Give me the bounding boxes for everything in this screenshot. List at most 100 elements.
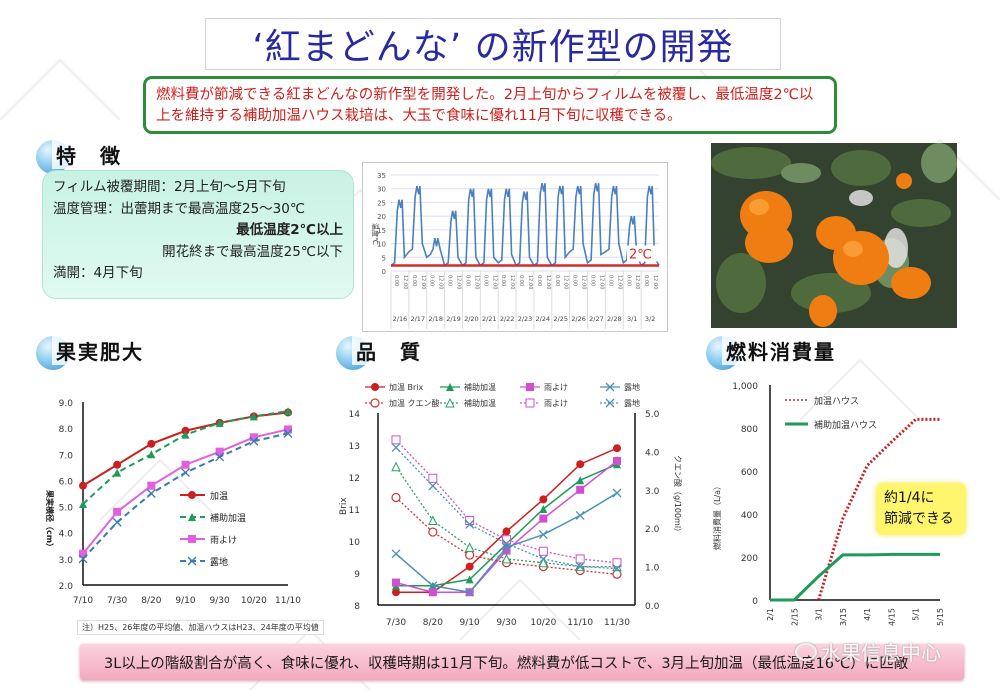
svg-text:12:00: 12:00 (616, 275, 622, 289)
svg-text:2/26: 2/26 (571, 315, 586, 323)
svg-text:2/20: 2/20 (464, 315, 479, 323)
svg-text:5/15: 5/15 (936, 608, 945, 626)
svg-text:4/15: 4/15 (887, 608, 896, 626)
svg-text:加温 クエン酸: 加温 クエン酸 (389, 398, 440, 408)
svg-text:5.0: 5.0 (645, 410, 660, 420)
svg-text:7/30: 7/30 (386, 618, 406, 628)
svg-text:2/19: 2/19 (446, 315, 461, 323)
feature-temp-management: 温度管理：出蕾期まで最高温度25～30℃ (53, 200, 306, 217)
fruit-growth-title: 果実肥大 (52, 336, 148, 365)
svg-text:0.0: 0.0 (645, 602, 660, 612)
svg-text:0:00: 0:00 (518, 275, 524, 286)
svg-text:10/20: 10/20 (241, 596, 267, 606)
features-heading: 特 徴 (36, 140, 126, 174)
fruit-growth-chart: 2.0 3.0 4.0 5.0 6.0 7.0 8.0 9.0 7/10 7/30 8/20 9/10… (45, 399, 301, 606)
svg-text:12:00: 12:00 (634, 275, 640, 289)
svg-text:0:00: 0:00 (572, 275, 578, 286)
svg-text:12:00: 12:00 (652, 275, 658, 289)
source-watermark: 水果信息中心 (795, 637, 941, 666)
svg-text:400: 400 (741, 511, 758, 521)
watermark-text: 水果信息中心 (821, 641, 941, 665)
svg-text:0:00: 0:00 (607, 275, 613, 286)
svg-text:2/18: 2/18 (428, 315, 443, 323)
svg-text:3/2: 3/2 (645, 315, 655, 323)
svg-text:補助加温: 補助加温 (210, 512, 246, 524)
svg-text:15: 15 (377, 227, 386, 235)
svg-text:露地: 露地 (624, 382, 640, 392)
svg-text:5.0: 5.0 (59, 504, 74, 514)
svg-text:2/24: 2/24 (536, 315, 551, 323)
svg-text:3.0: 3.0 (59, 556, 74, 566)
features-box: フィルム被覆期間：2月上旬～5月下旬 温度管理：出蕾期まで最高温度25～30℃ … (42, 170, 354, 299)
svg-text:8.0: 8.0 (59, 425, 74, 435)
svg-text:2.0: 2.0 (645, 525, 660, 535)
svg-text:2/21: 2/21 (482, 315, 497, 323)
svg-text:雨よけ: 雨よけ (210, 535, 237, 546)
svg-text:200: 200 (741, 554, 758, 564)
svg-text:2/22: 2/22 (500, 315, 515, 323)
wechat-icon (795, 642, 817, 661)
svg-text:7/30: 7/30 (107, 596, 127, 606)
fuel-heading: 燃料消費量 (706, 336, 840, 370)
svg-text:11: 11 (349, 506, 360, 516)
callout-line-2: 節減できる (884, 511, 954, 527)
orange-fruit-image (711, 143, 957, 328)
svg-text:果実横径（cm）: 果実横径（cm） (45, 489, 55, 551)
mandarin-photo (711, 143, 957, 328)
svg-text:5: 5 (382, 254, 386, 262)
svg-text:0:00: 0:00 (643, 275, 649, 286)
fuel-title: 燃料消費量 (722, 336, 840, 365)
svg-text:11/10: 11/10 (275, 596, 301, 606)
svg-text:10/20: 10/20 (530, 618, 556, 628)
svg-text:3/15: 3/15 (839, 608, 848, 626)
svg-text:12:00: 12:00 (420, 275, 426, 289)
svg-text:0:00: 0:00 (554, 275, 560, 286)
svg-text:0:00: 0:00 (625, 275, 631, 286)
svg-text:8/20: 8/20 (141, 596, 161, 606)
svg-text:9/30: 9/30 (496, 618, 516, 628)
svg-text:12:00: 12:00 (527, 275, 533, 289)
svg-text:0:00: 0:00 (500, 275, 506, 286)
svg-text:12:00: 12:00 (581, 275, 587, 289)
svg-text:11/30: 11/30 (604, 618, 630, 628)
svg-text:7.0: 7.0 (59, 451, 74, 461)
feature-bloom-temp: 開花終まで最高温度25℃以下 (162, 243, 343, 260)
fuel-consumption-chart: 0 200 400 600 800 1,000 2/1 2/15 3/1 3/15 4/1 4/15 5… (712, 382, 945, 626)
quality-title: 品 質 (352, 336, 426, 365)
feature-full-bloom: 満開：4月下旬 (53, 265, 143, 281)
svg-text:600: 600 (741, 468, 758, 478)
svg-text:雨よけ: 雨よけ (544, 399, 568, 408)
page-title: ‘紅まどんな’ の新作型の開発 (205, 18, 781, 70)
svg-text:5/1: 5/1 (912, 608, 921, 621)
features-title: 特 徴 (52, 140, 126, 169)
svg-text:12:00: 12:00 (491, 275, 497, 289)
svg-text:0:00: 0:00 (482, 275, 488, 286)
svg-text:0: 0 (752, 597, 758, 607)
svg-text:1,000: 1,000 (732, 382, 758, 392)
svg-text:2/25: 2/25 (553, 315, 568, 323)
svg-text:12:00: 12:00 (598, 275, 604, 289)
svg-text:35: 35 (377, 172, 386, 180)
svg-text:燃料消費量（L/a）: 燃料消費量（L/a） (712, 482, 722, 550)
svg-text:10: 10 (377, 241, 386, 249)
svg-text:0:00: 0:00 (447, 275, 453, 286)
svg-text:2/27: 2/27 (589, 315, 604, 323)
svg-text:12:00: 12:00 (438, 275, 444, 289)
svg-text:12:00: 12:00 (456, 275, 462, 289)
callout-line-1: 約1/4に (884, 490, 935, 506)
svg-text:9/30: 9/30 (210, 596, 230, 606)
savings-callout: 約1/4に 節減できる (876, 483, 966, 535)
svg-text:露地: 露地 (624, 398, 640, 408)
conclusion-bar: 3L以上の階級割合が高く、食味に優れ、収穫時期は11月下旬。燃料費が低コストで、… (80, 644, 964, 680)
svg-text:9.0: 9.0 (59, 399, 74, 409)
chart-footnote: 注）H25、26年度の平均値、加温ハウスはH23、24年度の平均値 (77, 620, 324, 635)
svg-text:11/10: 11/10 (567, 618, 593, 628)
svg-text:加温 Brix: 加温 Brix (389, 382, 424, 392)
svg-text:2℃: 2℃ (629, 248, 652, 263)
svg-text:13: 13 (349, 442, 360, 452)
svg-text:0:00: 0:00 (464, 275, 470, 286)
svg-text:3.0: 3.0 (645, 487, 660, 497)
feature-film-period: フィルム被覆期間：2月上旬～5月下旬 (53, 179, 286, 195)
svg-text:2/16: 2/16 (393, 315, 408, 323)
